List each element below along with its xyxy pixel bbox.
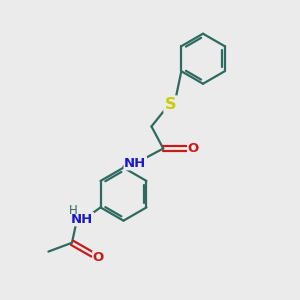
Text: S: S — [165, 97, 176, 112]
Text: H: H — [68, 205, 77, 218]
Text: O: O — [188, 142, 199, 155]
Text: NH: NH — [124, 157, 146, 170]
Text: NH: NH — [71, 213, 93, 226]
Text: O: O — [93, 251, 104, 264]
